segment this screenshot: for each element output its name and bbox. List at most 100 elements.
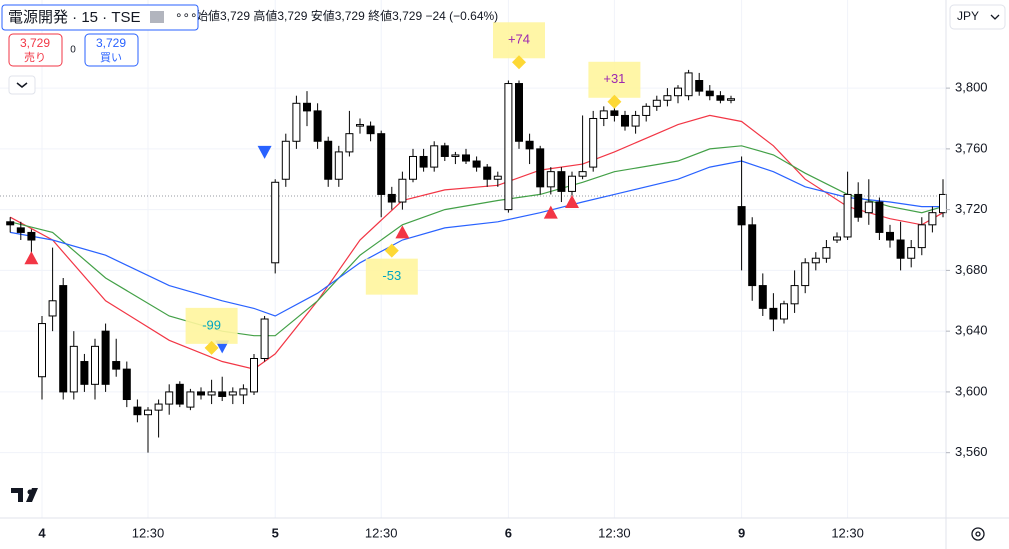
candle-body <box>939 193 947 214</box>
candle-body <box>48 300 57 317</box>
candle-body <box>398 178 407 203</box>
spread: 0 <box>70 45 76 56</box>
y-tick-label: 3,720 <box>955 201 988 216</box>
candle-body <box>303 102 311 112</box>
x-tick-label: 12:30 <box>598 525 631 540</box>
chevron <box>16 82 28 88</box>
annotation-label: +31 <box>603 71 625 86</box>
buy-price[interactable]: 3,729 <box>96 36 126 50</box>
candle-body <box>292 102 301 142</box>
candle-body <box>112 361 121 370</box>
signal-marker <box>257 145 272 159</box>
candle-body <box>525 140 534 150</box>
candle-body <box>684 72 693 97</box>
x-tick-label: 12:30 <box>132 525 165 540</box>
candle-body <box>599 110 608 119</box>
annotation-diamond <box>607 94 622 109</box>
y-tick-label: 3,680 <box>955 262 988 277</box>
candle-body <box>122 368 131 401</box>
candle-body <box>80 361 89 385</box>
candle-body <box>822 247 831 259</box>
symbol-title[interactable]: 電源開発 · 15 · TSE <box>8 9 141 26</box>
candle-body <box>674 87 682 97</box>
candle-body <box>16 227 25 233</box>
ohlc-line: 始値3,729 高値3,729 安値3,729 終値3,729 −24 (−0.… <box>196 8 498 23</box>
x-tick-label: 4 <box>38 525 46 540</box>
candle-body <box>133 406 142 416</box>
sell-price[interactable]: 3,729 <box>20 36 50 50</box>
candle-body <box>536 148 545 188</box>
candle-body <box>610 110 619 116</box>
sell-label[interactable]: 売り <box>24 51 46 64</box>
candle-body <box>907 247 916 259</box>
candle-body <box>504 83 513 211</box>
candle-body <box>419 155 428 168</box>
sell-button[interactable] <box>8 33 63 67</box>
settings-icon[interactable] <box>971 527 985 541</box>
currency[interactable]: JPY <box>957 9 979 23</box>
candle-body <box>843 193 852 238</box>
plot-area: -99 -53 +74 +31 <box>0 0 947 518</box>
candle-body <box>59 285 68 393</box>
signal-marker <box>395 225 410 239</box>
candle-body <box>451 154 460 157</box>
candle-body <box>801 262 810 287</box>
annotation-diamond <box>384 243 399 258</box>
candle-body <box>705 90 714 97</box>
candle-body <box>250 357 258 393</box>
candle-body <box>334 151 343 180</box>
candle-body <box>652 99 661 107</box>
candle-body <box>854 193 863 218</box>
x-tick-label: 6 <box>505 525 512 540</box>
candle-body <box>864 201 873 214</box>
candle-body <box>483 166 492 180</box>
candle-body <box>748 224 757 287</box>
candle-body <box>780 303 788 320</box>
candle-body <box>324 140 333 180</box>
candle-body <box>366 125 375 135</box>
candle-body <box>727 98 735 101</box>
candle-body <box>769 307 778 320</box>
y-tick-label: 3,560 <box>955 444 988 459</box>
candle-body <box>154 403 163 411</box>
candle-body <box>27 231 36 241</box>
candle-body <box>493 175 502 180</box>
candle-body <box>6 221 15 226</box>
candle-body <box>886 231 894 241</box>
candle-body <box>91 345 99 385</box>
candle-body <box>69 345 78 393</box>
candle-body <box>281 140 290 180</box>
collapse-button[interactable] <box>8 75 36 95</box>
header: 始値3,729 高値3,729 安値3,729 終値3,729 −24 (−0.… <box>1 4 1006 541</box>
x-tick-label: 12:30 <box>831 525 864 540</box>
signal-marker <box>565 195 579 209</box>
candle-body <box>377 133 386 195</box>
more-icon[interactable]: ∘∘∘ <box>175 8 198 22</box>
candle-body <box>621 114 629 127</box>
candle-body <box>228 391 237 396</box>
candle-body <box>790 285 799 305</box>
candle-body <box>387 193 396 203</box>
candle-body <box>165 391 174 405</box>
candle-body <box>631 114 640 127</box>
annotation-diamond <box>204 340 219 355</box>
candle-body <box>440 145 449 157</box>
symbol-box[interactable] <box>1 4 199 31</box>
candle-body <box>38 323 46 378</box>
candle-body <box>568 175 576 192</box>
y-tick-label: 3,640 <box>955 323 988 338</box>
settings-icon <box>975 531 981 537</box>
annotation-box <box>185 307 238 344</box>
currency-box[interactable] <box>949 4 1006 30</box>
annotation-box <box>588 61 641 98</box>
chevron <box>990 14 1000 20</box>
buy-label[interactable]: 買い <box>100 51 122 64</box>
flag-icon[interactable] <box>150 11 164 23</box>
candle-body <box>271 181 280 264</box>
candle-body <box>313 110 322 142</box>
candle-body <box>928 212 937 226</box>
annotation-box <box>365 258 418 295</box>
candle-body <box>833 236 841 241</box>
buy-button[interactable] <box>84 33 139 67</box>
annotation-label: -99 <box>202 317 221 332</box>
